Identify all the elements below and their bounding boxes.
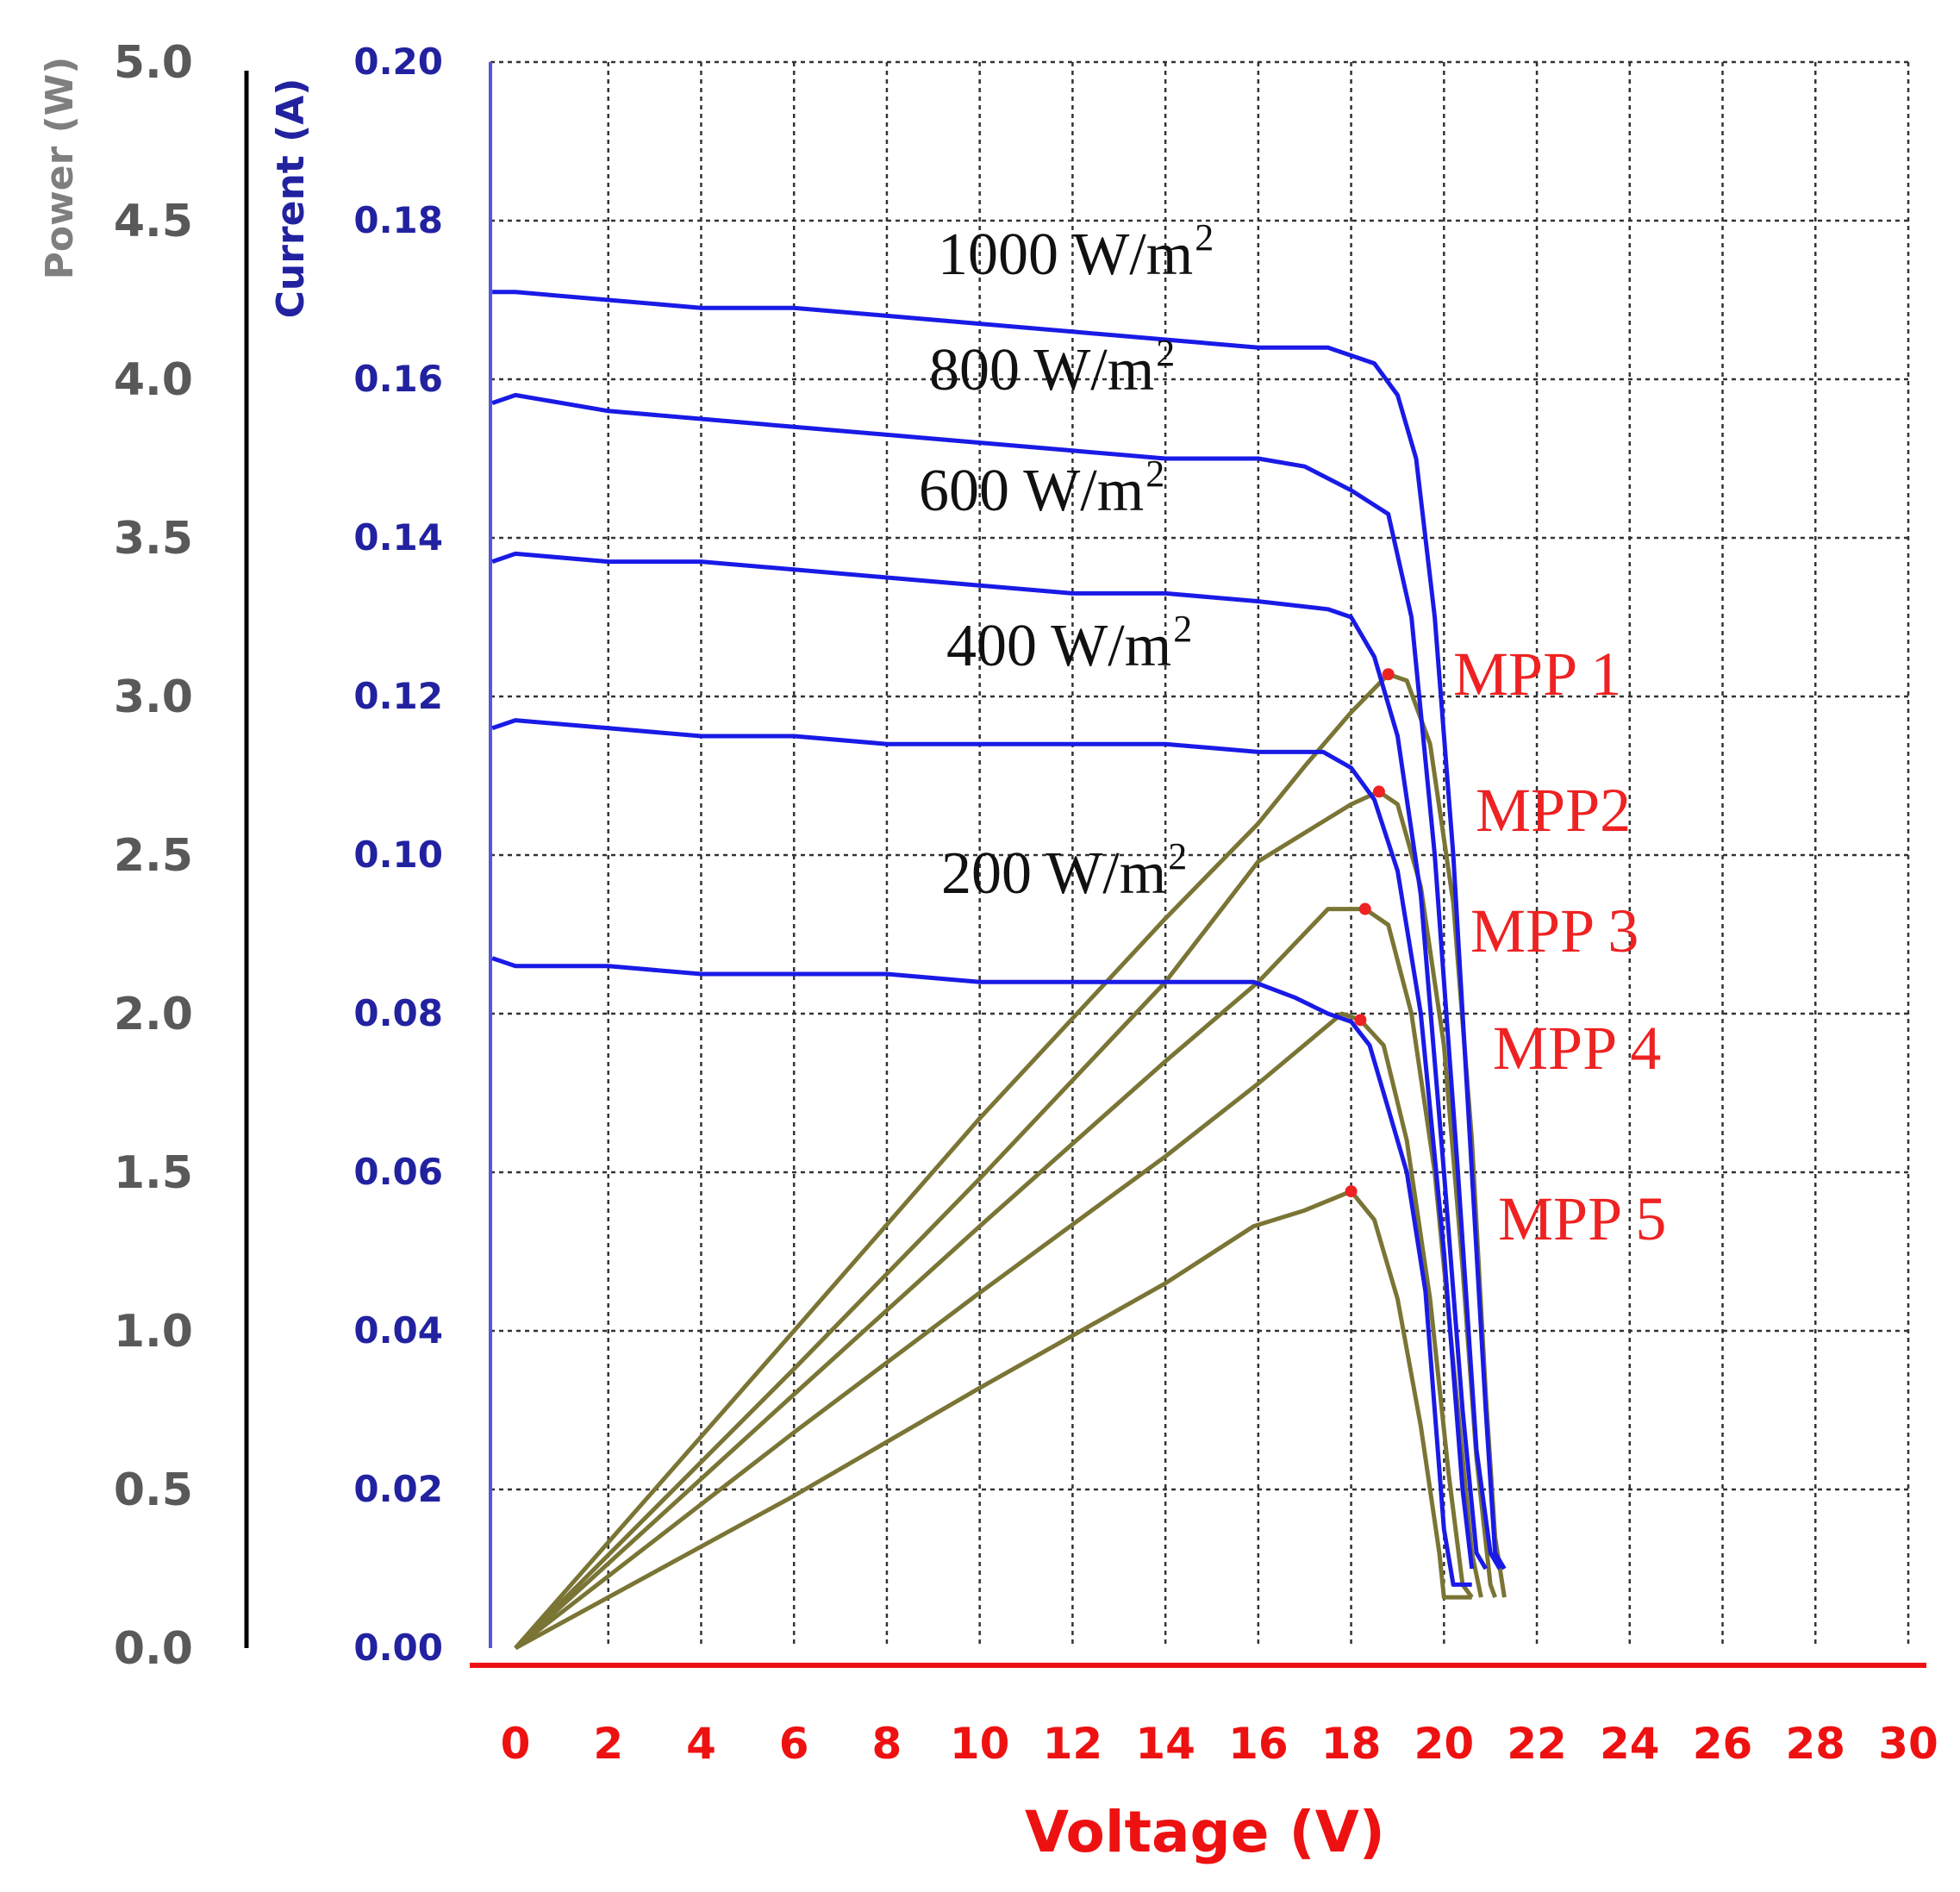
plot-grid — [490, 60, 1910, 1648]
voltage-tick: 24 — [1600, 1719, 1660, 1769]
power-tick: 0.0 — [114, 1623, 193, 1675]
voltage-tick: 8 — [872, 1719, 902, 1769]
current-tick: 0.00 — [353, 1627, 443, 1669]
power-tick: 3.0 — [114, 671, 193, 723]
power-curves — [514, 671, 1507, 1651]
mpp-marker — [1382, 668, 1395, 681]
power-curve — [514, 789, 1497, 1650]
irradiance-label: 200 W/m — [941, 840, 1166, 907]
power-tick-labels: 0.0 0.5 1.0 1.5 2.0 2.5 3.0 3.5 4.0 4.5 5.0 — [114, 37, 193, 1675]
voltage-tick: 12 — [1043, 1719, 1103, 1769]
mpp-marker — [1345, 1185, 1358, 1198]
irradiance-label: 800 W/m — [929, 337, 1154, 403]
current-tick-labels: 0.00 0.02 0.04 0.06 0.08 0.10 0.12 0.14 0.16 0.18… — [353, 41, 443, 1669]
mpp-label: MPP 5 — [1498, 1184, 1666, 1253]
current-curves — [491, 290, 1507, 1587]
voltage-tick: 30 — [1878, 1719, 1938, 1769]
voltage-tick: 4 — [686, 1719, 716, 1769]
voltage-tick-labels: 0 2 4 6 8 10 12 14 16 18 20 22 24 26 28 30 — [501, 1719, 1938, 1769]
power-tick: 1.0 — [114, 1306, 193, 1358]
power-tick: 4.0 — [114, 354, 193, 406]
current-curve — [491, 392, 1502, 1570]
voltage-tick: 6 — [779, 1719, 809, 1769]
power-tick: 0.5 — [114, 1464, 193, 1516]
current-tick: 0.10 — [353, 834, 443, 876]
irradiance-label-superscript: 2 — [1156, 332, 1175, 374]
mpp-marker — [1372, 785, 1385, 798]
current-curve — [491, 718, 1475, 1570]
voltage-tick: 14 — [1135, 1719, 1195, 1769]
power-tick: 2.5 — [114, 830, 193, 882]
current-tick: 0.20 — [353, 41, 443, 83]
voltage-tick: 28 — [1785, 1719, 1845, 1769]
current-tick: 0.14 — [353, 516, 443, 559]
mpp-label: MPP2 — [1476, 776, 1631, 845]
power-curve — [514, 1189, 1472, 1651]
current-tick: 0.18 — [353, 199, 443, 241]
mpp-markers — [1345, 668, 1395, 1198]
power-tick: 1.5 — [114, 1147, 193, 1199]
irradiance-label-superscript: 2 — [1145, 453, 1164, 495]
voltage-tick: 16 — [1228, 1719, 1289, 1769]
voltage-tick: 2 — [593, 1719, 623, 1769]
current-curve — [491, 956, 1472, 1587]
current-curve — [491, 551, 1488, 1570]
voltage-axis-title: Voltage (V) — [1025, 1799, 1385, 1865]
mpp-label: MPP 3 — [1470, 896, 1639, 965]
power-tick: 5.0 — [114, 37, 193, 89]
mpp-label: MPP 4 — [1493, 1014, 1661, 1083]
voltage-tick: 20 — [1414, 1719, 1475, 1769]
irradiance-label-superscript: 2 — [1168, 835, 1187, 877]
power-axis-title: Power (W) — [38, 57, 82, 280]
current-tick: 0.08 — [353, 992, 443, 1034]
voltage-tick: 0 — [501, 1719, 531, 1769]
current-tick: 0.02 — [353, 1468, 443, 1510]
current-tick: 0.04 — [353, 1309, 443, 1352]
irradiance-label: 400 W/m — [946, 613, 1171, 679]
voltage-tick: 26 — [1693, 1719, 1753, 1769]
mpp-marker — [1354, 1014, 1367, 1027]
mpp-marker — [1358, 902, 1371, 915]
power-tick: 3.5 — [114, 513, 193, 565]
voltage-tick: 22 — [1507, 1719, 1567, 1769]
irradiance-label: 600 W/m — [919, 458, 1144, 524]
voltage-tick: 18 — [1321, 1719, 1382, 1769]
power-tick: 4.5 — [114, 196, 193, 247]
current-curve — [492, 290, 1507, 1570]
current-axis-title: Current (A) — [269, 78, 313, 319]
current-tick: 0.06 — [353, 1151, 443, 1193]
voltage-tick: 10 — [950, 1719, 1010, 1769]
power-tick: 2.0 — [114, 989, 193, 1040]
irradiance-label-superscript: 2 — [1195, 216, 1214, 259]
irradiance-label-superscript: 2 — [1173, 608, 1192, 650]
irradiance-label: 1000 W/m — [938, 222, 1193, 288]
mpp-label: MPP 1 — [1453, 640, 1621, 709]
current-tick: 0.16 — [353, 358, 443, 400]
current-tick: 0.12 — [353, 675, 443, 717]
